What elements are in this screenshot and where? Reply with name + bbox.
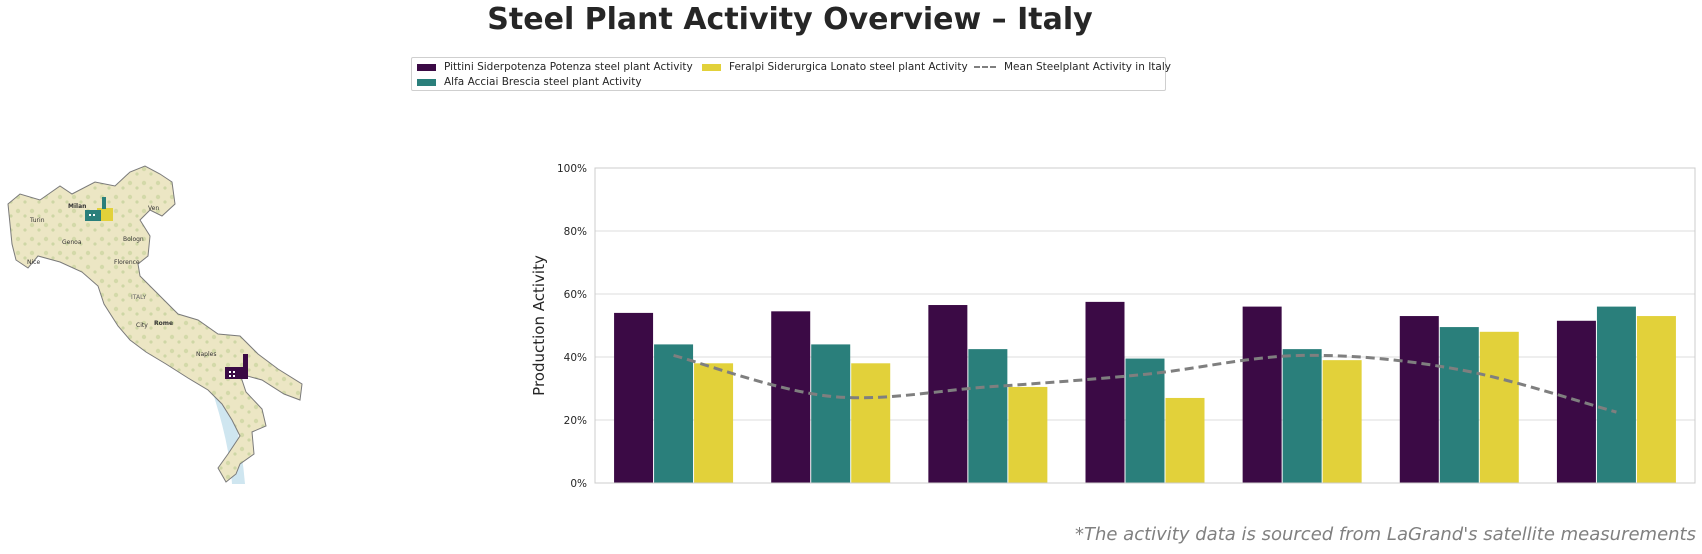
footnote: *The activity data is sourced from LaGra… bbox=[1074, 524, 1696, 545]
factory-icon-pittini bbox=[225, 354, 248, 379]
x-tick-label: 2025-06 bbox=[1123, 489, 1167, 490]
x-tick-label: 2025-03 bbox=[652, 489, 696, 490]
city-label: Genoa bbox=[62, 239, 82, 246]
legend-label: Feralpi Siderurgica Lonato steel plant A… bbox=[729, 61, 968, 73]
legend-swatch bbox=[702, 63, 721, 71]
y-tick-label: 100% bbox=[557, 163, 587, 175]
bar-pittini-2025-03 bbox=[614, 312, 654, 483]
bar-feralpi-2025-04 bbox=[851, 363, 891, 483]
y-tick-label: 40% bbox=[564, 352, 587, 364]
bar-alfa-2025-09 bbox=[1596, 306, 1636, 483]
bar-pittini-2025-05 bbox=[928, 305, 968, 483]
bar-feralpi-2025-09 bbox=[1636, 316, 1676, 483]
legend-item-pittini: Pittini Siderpotenza Potenza steel plant… bbox=[417, 61, 693, 73]
bar-pittini-2025-04 bbox=[771, 311, 811, 483]
x-tick-labels: 2025-03 2025-04 2025-05 2025-06 2025-07 2025-… bbox=[652, 489, 1639, 490]
bar-pittini-2025-07 bbox=[1242, 306, 1282, 483]
bar-chart: 0% 20% 40% 60% 80% 100% 2025-03 2025-04 2025-05… bbox=[530, 163, 1696, 490]
bar-alfa-2025-04 bbox=[811, 344, 851, 483]
italy-landmass bbox=[7, 165, 303, 483]
bar-alfa-2025-03 bbox=[654, 344, 694, 483]
y-tick-label: 60% bbox=[564, 289, 587, 301]
city-label: Florence bbox=[114, 259, 140, 266]
mean-activity-line bbox=[673, 353, 1617, 414]
bar-feralpi-2025-05 bbox=[1008, 386, 1048, 483]
city-label: Nice bbox=[27, 259, 40, 266]
y-tick-label: 80% bbox=[564, 226, 587, 238]
city-label: Naples bbox=[196, 351, 216, 358]
bar-pittini-2025-09 bbox=[1556, 320, 1596, 483]
bar-alfa-2025-08 bbox=[1439, 327, 1479, 483]
italy-map: Milan Turin Genoa Bologn Ven Florence IT… bbox=[7, 165, 303, 484]
city-label: Ven bbox=[148, 205, 159, 212]
city-label: Rome bbox=[154, 320, 173, 327]
legend-swatch bbox=[417, 63, 436, 71]
x-tick-label: 2025-05 bbox=[966, 489, 1010, 490]
bar-feralpi-2025-03 bbox=[694, 363, 734, 483]
legend: Pittini Siderpotenza Potenza steel plant… bbox=[411, 57, 1171, 91]
y-tick-label: 0% bbox=[570, 478, 587, 490]
chart-title: Steel Plant Activity Overview – Italy bbox=[487, 2, 1093, 37]
city-label: Milan bbox=[68, 203, 86, 210]
y-tick-label: 20% bbox=[564, 415, 587, 427]
y-tick-labels: 0% 20% 40% 60% 80% 100% bbox=[557, 163, 587, 490]
legend-item-alfa: Alfa Acciai Brescia steel plant Activity bbox=[417, 76, 642, 88]
bar-feralpi-2025-07 bbox=[1322, 360, 1362, 483]
bar-feralpi-2025-06 bbox=[1165, 397, 1205, 483]
legend-dashed-line bbox=[974, 66, 996, 68]
bar-alfa-2025-05 bbox=[968, 349, 1008, 483]
bar-alfa-2025-07 bbox=[1282, 349, 1322, 483]
legend-label: Mean Steelplant Activity in Italy bbox=[1004, 61, 1171, 73]
bar-pittini-2025-06 bbox=[1085, 301, 1125, 483]
x-tick-label: 2025-08 bbox=[1437, 489, 1481, 490]
factory-icon-alfa bbox=[85, 197, 106, 221]
x-tick-label: 2025-09 bbox=[1594, 489, 1638, 490]
city-label: City bbox=[136, 322, 148, 329]
legend-label: Alfa Acciai Brescia steel plant Activity bbox=[444, 76, 642, 88]
bar-alfa-2025-06 bbox=[1125, 358, 1165, 483]
legend-item-mean: Mean Steelplant Activity in Italy bbox=[974, 61, 1171, 73]
bars bbox=[614, 301, 1676, 483]
city-label: Turin bbox=[29, 217, 45, 224]
legend-swatch bbox=[417, 78, 436, 86]
x-tick-label: 2025-04 bbox=[809, 489, 853, 490]
city-label: Bologn bbox=[123, 236, 144, 243]
plot-frame bbox=[594, 167, 1696, 484]
legend-label: Pittini Siderpotenza Potenza steel plant… bbox=[444, 61, 693, 73]
y-axis-label: Production Activity bbox=[530, 255, 548, 396]
bar-feralpi-2025-08 bbox=[1479, 331, 1519, 483]
x-tick-label: 2025-07 bbox=[1280, 489, 1324, 490]
bar-pittini-2025-08 bbox=[1399, 316, 1439, 483]
legend-item-feralpi: Feralpi Siderurgica Lonato steel plant A… bbox=[702, 61, 968, 73]
city-label: ITALY bbox=[131, 294, 147, 301]
